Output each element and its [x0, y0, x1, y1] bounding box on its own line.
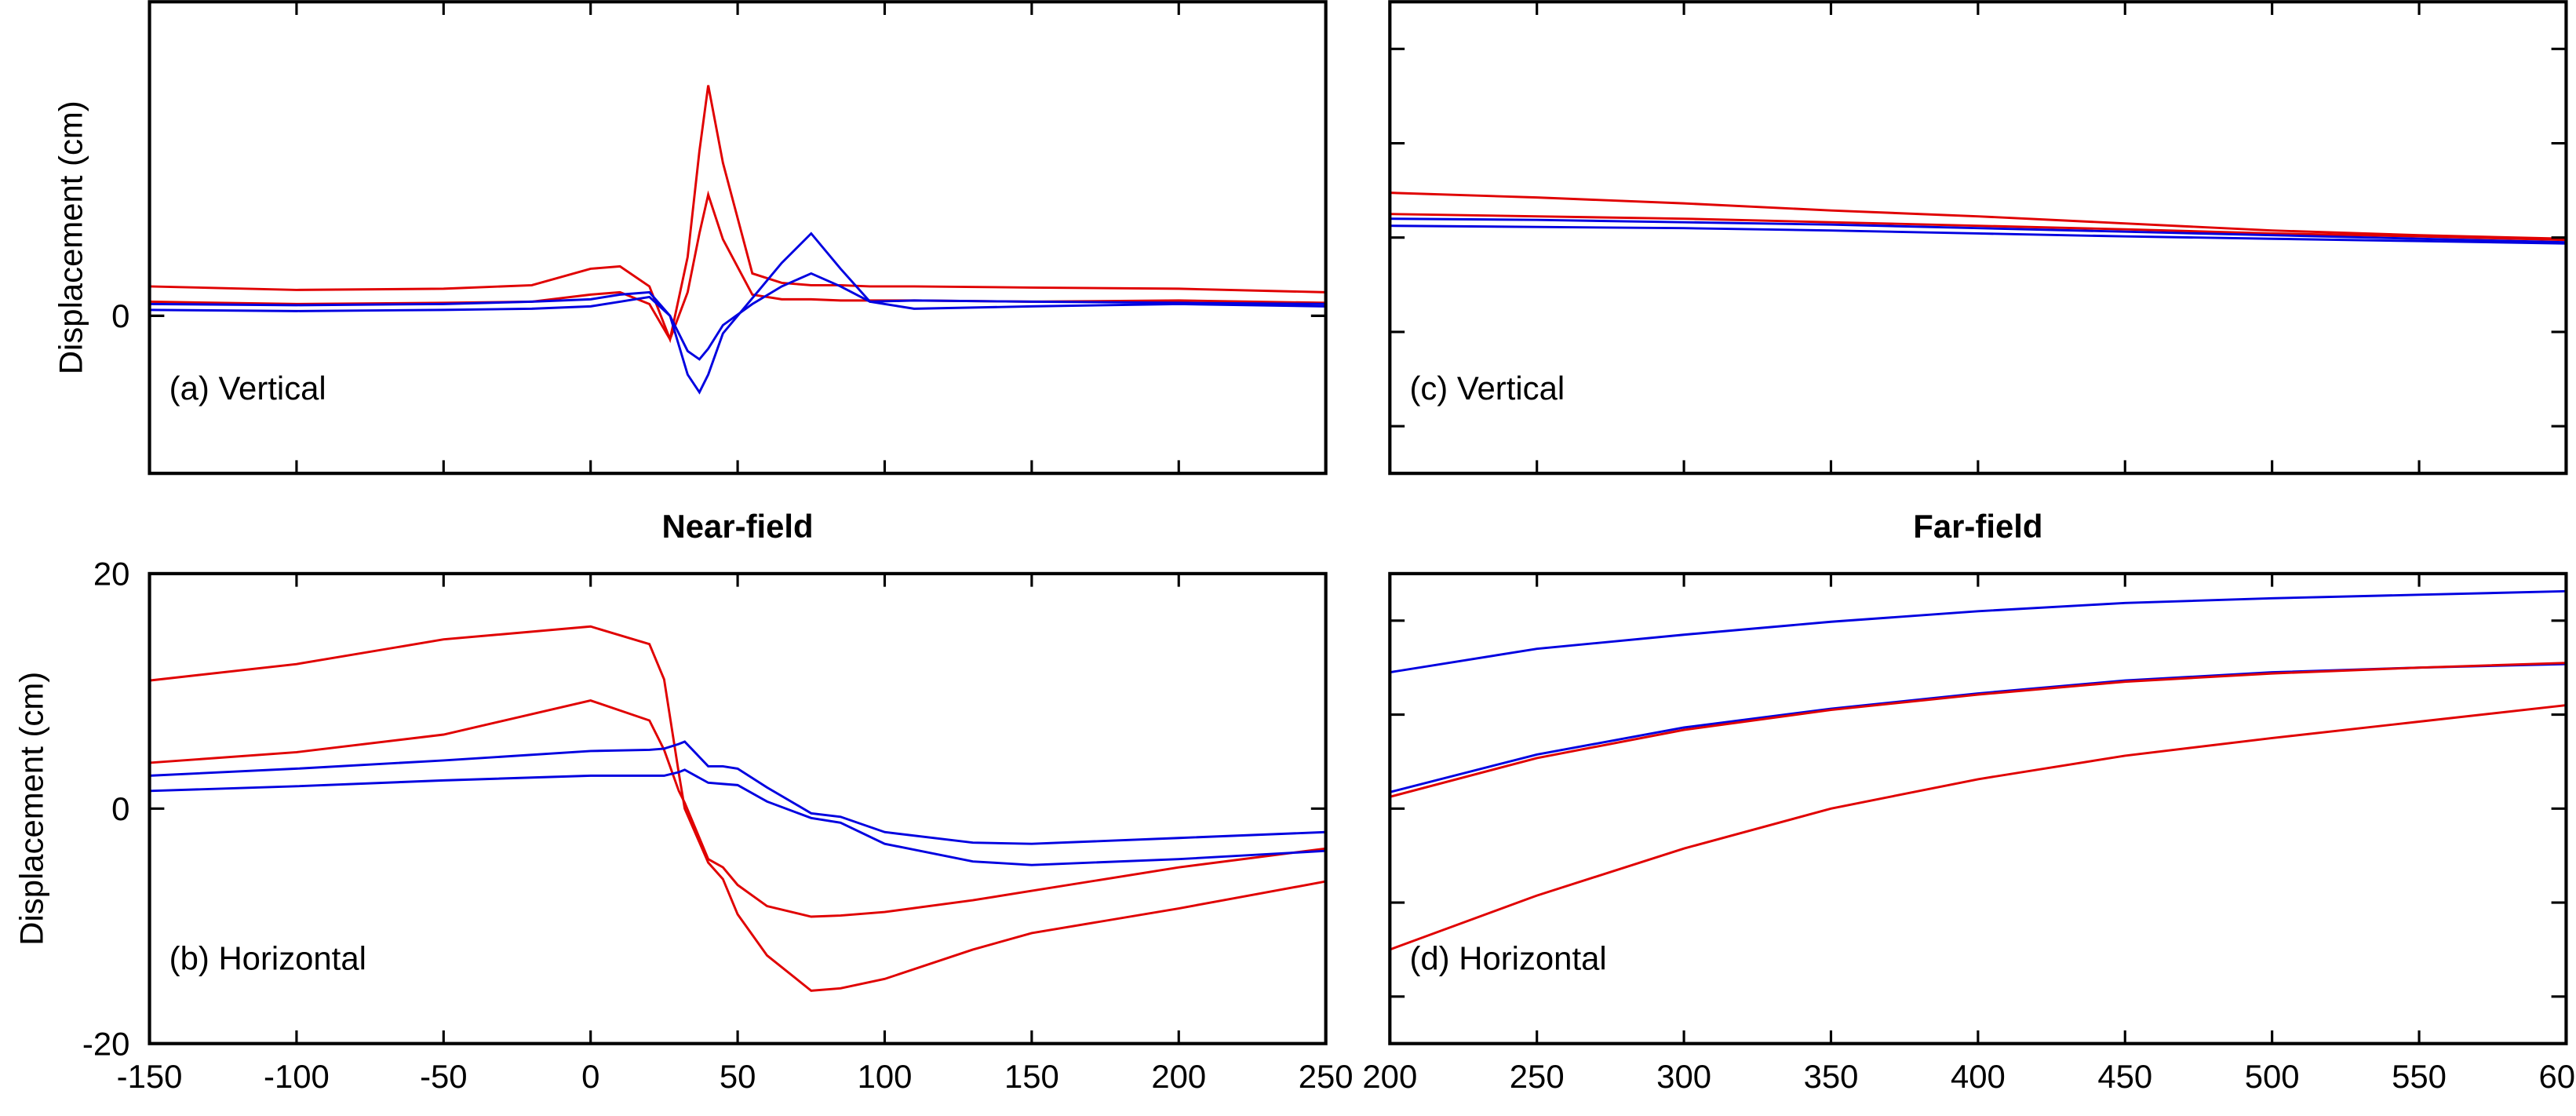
x-tick-label: -150 — [117, 1058, 183, 1095]
data-line — [1390, 191, 2567, 240]
y-tick-label: 0 — [111, 790, 129, 827]
data-line — [1390, 213, 2567, 242]
x-tick-label: 500 — [2245, 1058, 2300, 1095]
panel-annotation: (d) Horizontal — [1409, 939, 1606, 976]
x-tick-label: 550 — [2392, 1058, 2447, 1095]
data-line — [149, 699, 1326, 918]
y-axis-label: Displacement (cm) — [53, 100, 89, 374]
x-tick-label: -100 — [264, 1058, 330, 1095]
x-tick-label: 150 — [1004, 1058, 1059, 1095]
panel-annotation: (a) Vertical — [169, 370, 326, 407]
x-tick-label: -50 — [420, 1058, 468, 1095]
data-line — [1389, 662, 2567, 798]
x-tick-label: 350 — [1804, 1058, 1859, 1095]
panel-title: Far-field — [1913, 508, 2042, 545]
y-tick-label: 20 — [93, 556, 130, 593]
panel-annotation: (c) Vertical — [1409, 370, 1565, 407]
data-line — [149, 768, 1326, 866]
data-line — [149, 232, 1326, 395]
x-tick-label: 250 — [1299, 1058, 1354, 1095]
x-tick-label: 450 — [2097, 1058, 2152, 1095]
data-line — [1390, 224, 2567, 245]
x-tick-label: 600 — [2539, 1058, 2576, 1095]
x-tick-label: 100 — [858, 1058, 913, 1095]
data-line — [149, 625, 1326, 992]
x-tick-label: 300 — [1656, 1058, 1711, 1095]
data-line — [149, 740, 1326, 845]
y-tick-label: -20 — [82, 1025, 130, 1062]
data-line — [1390, 589, 2567, 674]
y-tick-label: 0 — [111, 297, 129, 334]
x-tick-label: 0 — [581, 1058, 599, 1095]
x-tick-label: 400 — [1951, 1058, 2006, 1095]
data-line — [149, 272, 1326, 361]
x-tick-label: 250 — [1510, 1058, 1565, 1095]
data-line — [1390, 217, 2567, 244]
y-axis-label: Displacement (cm) — [13, 672, 49, 946]
panel-title: Near-field — [662, 508, 814, 545]
x-tick-label: 50 — [720, 1058, 756, 1095]
data-line — [1389, 662, 2567, 793]
data-line — [149, 85, 1326, 344]
x-tick-label: 200 — [1362, 1058, 1417, 1095]
panel-annotation: (b) Horizontal — [169, 939, 366, 976]
data-line — [1389, 704, 2567, 951]
x-tick-label: 200 — [1151, 1058, 1206, 1095]
